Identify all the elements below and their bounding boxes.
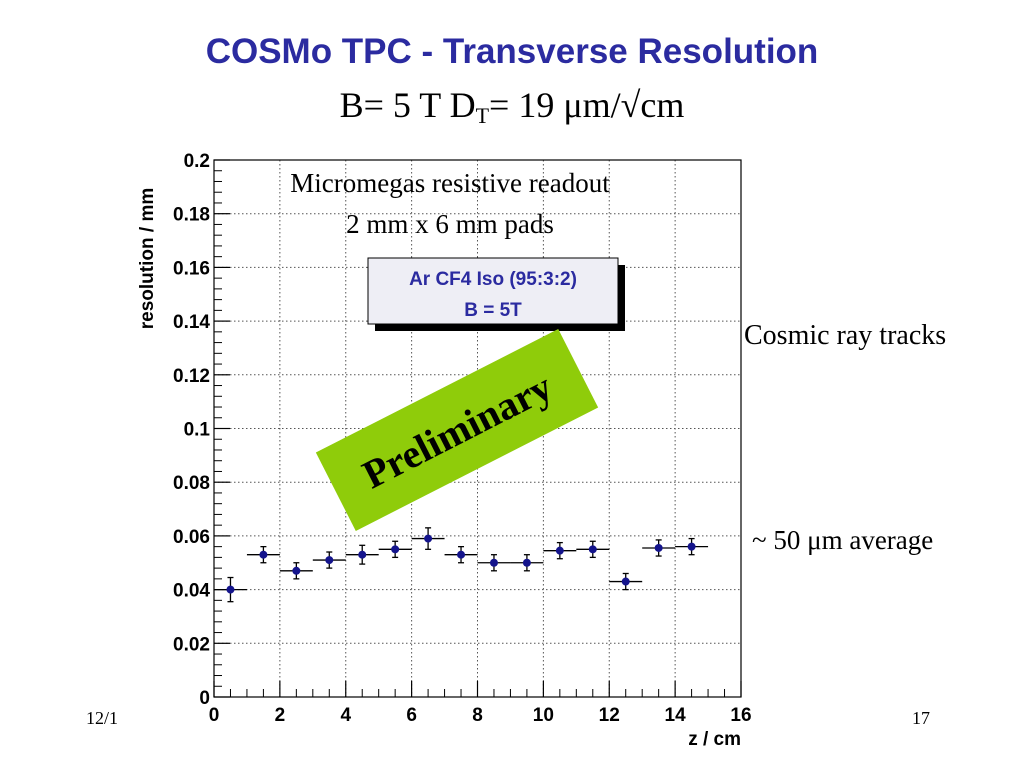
x-tick-label: 6 — [406, 705, 417, 726]
data-point — [279, 562, 313, 580]
y-tick-label: 0.06 — [173, 527, 210, 548]
point-marker — [391, 545, 400, 554]
note-average: ~ 50 μm average — [752, 525, 934, 555]
data-point — [246, 545, 280, 564]
data-point — [214, 576, 247, 603]
data-point — [411, 527, 445, 550]
data-point — [675, 537, 709, 556]
point-marker — [259, 550, 268, 559]
subtitle-rest: = 19 μm/√cm — [489, 85, 685, 125]
y-tick-label: 0.02 — [173, 634, 210, 655]
x-axis-title: z / cm — [688, 729, 741, 750]
axis-ticks — [213, 159, 742, 698]
y-tick-label: 0 — [199, 688, 210, 709]
point-marker — [588, 545, 597, 554]
x-tick-label: 8 — [472, 705, 483, 726]
annotation-readout: Micromegas resistive readout — [290, 168, 610, 198]
x-tick-label: 10 — [533, 705, 554, 726]
subtitle-subscript: T — [475, 103, 490, 128]
data-point — [444, 545, 478, 564]
legend-gas: Ar CF4 Iso (95:3:2) — [409, 269, 577, 290]
point-marker — [292, 566, 301, 575]
point-marker — [654, 543, 663, 552]
data-points — [214, 527, 709, 603]
point-marker — [358, 550, 367, 559]
point-marker — [226, 585, 235, 594]
x-tick-label: 14 — [665, 705, 687, 726]
slide-subtitle: B= 5 T DT= 19 μm/√cm — [0, 84, 1024, 129]
point-marker — [555, 546, 564, 555]
data-point — [477, 554, 511, 572]
x-tick-label: 16 — [730, 705, 751, 726]
y-axis-title: resolution / mm — [137, 188, 158, 329]
y-tick-label: 0.1 — [184, 420, 211, 441]
point-marker — [457, 550, 466, 559]
x-tick-label: 12 — [599, 705, 620, 726]
y-tick-label: 0.16 — [173, 258, 210, 279]
data-point — [345, 544, 379, 565]
point-marker — [489, 558, 498, 567]
point-marker — [522, 558, 531, 567]
data-point — [576, 540, 610, 559]
point-marker — [621, 577, 630, 586]
data-point — [609, 572, 643, 591]
point-marker — [687, 542, 696, 551]
y-tick-label: 0.18 — [173, 205, 210, 226]
data-point — [642, 539, 676, 557]
y-tick-label: 0.14 — [173, 312, 210, 333]
x-tick-label: 4 — [340, 705, 351, 726]
legend-field: B = 5T — [464, 300, 522, 321]
point-marker — [424, 534, 433, 543]
stamp-background — [315, 329, 599, 531]
data-point — [510, 554, 544, 572]
tick-labels: 0 0.02 0.04 0.06 0.08 0.1 0.12 0.14 0.16 0.18 0.2 0… — [173, 151, 752, 726]
legend-box: Ar CF4 Iso (95:3:2) B = 5T — [367, 257, 625, 331]
slide-title: COSMo TPC - Transverse Resolution — [205, 32, 819, 71]
preliminary-stamp: Preliminary — [315, 329, 599, 531]
y-tick-label: 0.2 — [184, 151, 210, 172]
footer-page-number: 17 — [912, 708, 930, 728]
y-tick-label: 0.04 — [173, 581, 210, 602]
data-point — [312, 551, 346, 569]
note-cosmic-tracks: Cosmic ray tracks — [744, 320, 947, 351]
legend-background — [367, 257, 619, 325]
annotation-pads: 2 mm x 6 mm pads — [346, 209, 554, 239]
x-tick-label: 2 — [275, 705, 286, 726]
y-tick-label: 0.12 — [173, 366, 210, 387]
y-tick-label: 0.08 — [173, 473, 210, 494]
data-point — [378, 540, 412, 559]
x-tick-label: 0 — [209, 705, 220, 726]
data-point — [543, 541, 577, 560]
subtitle-main: B= 5 T D — [339, 85, 476, 125]
point-marker — [325, 556, 334, 565]
footer-date: 12/1 — [86, 708, 119, 728]
